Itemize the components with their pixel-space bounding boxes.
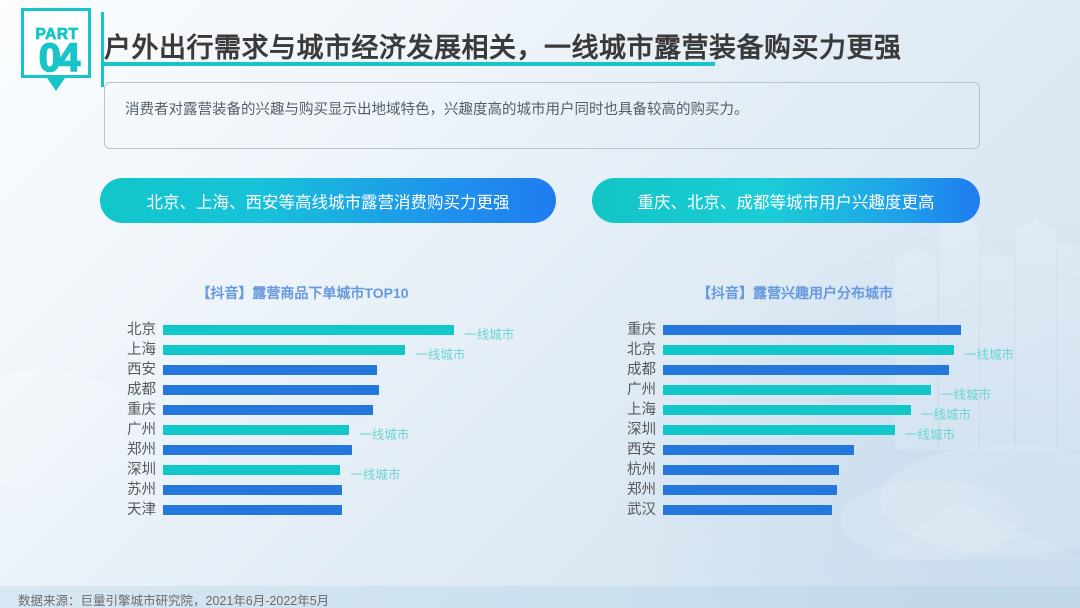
svg-text:04: 04 [39,36,81,80]
